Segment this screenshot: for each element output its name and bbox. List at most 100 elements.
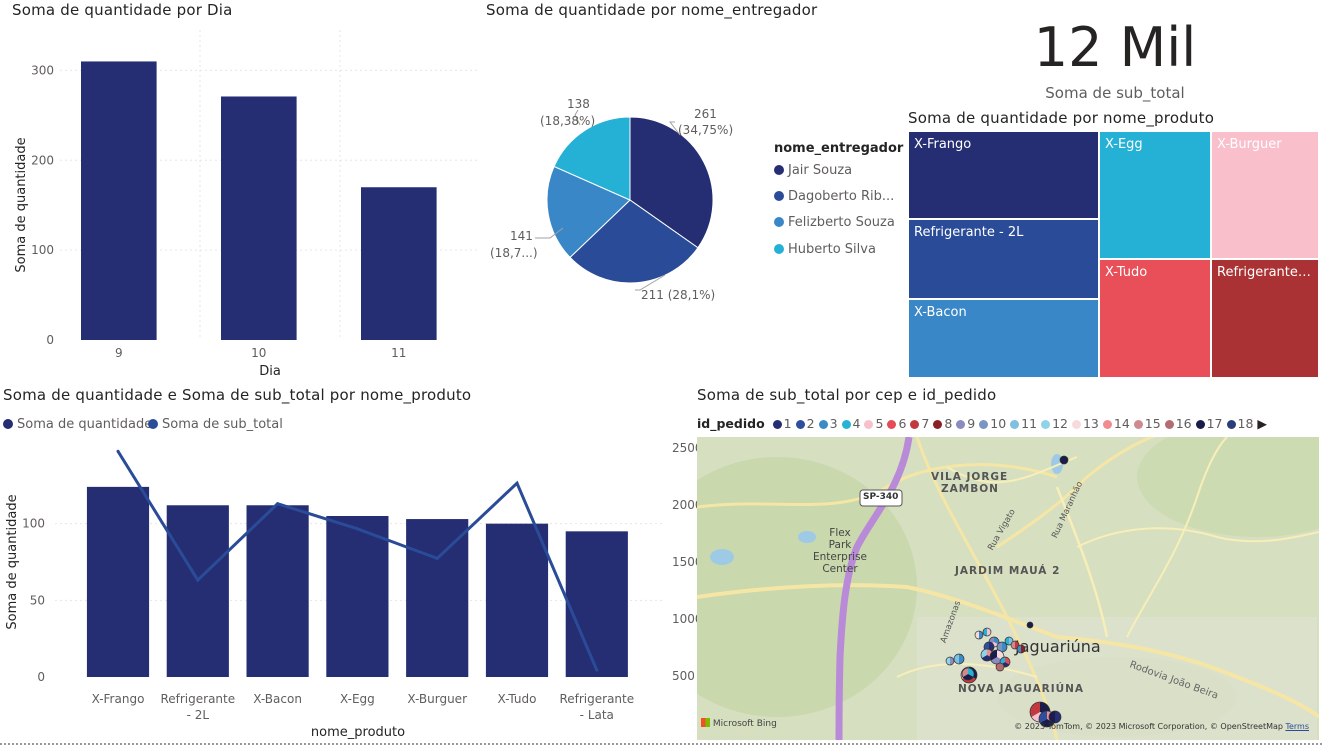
map-legend-item[interactable]: 9 [956, 416, 975, 431]
map-legend-item[interactable]: 18 [1226, 416, 1254, 431]
map-bubble[interactable] [995, 662, 1005, 672]
map-legend-item[interactable]: 7 [910, 416, 929, 431]
pie-slice[interactable] [629, 116, 714, 249]
pie-slice[interactable] [546, 165, 631, 259]
pie-slice[interactable] [553, 116, 631, 201]
map-legend-item[interactable]: 3 [818, 416, 838, 431]
combo-xtick: X-Frango [92, 692, 145, 706]
map-bubble[interactable] [974, 630, 984, 640]
pie-legend-item-dagoberto[interactable]: Dagoberto Rib... [774, 189, 894, 204]
combo-xtick: Refrigerante [160, 692, 235, 706]
pie-label-jair-value: 261 [694, 107, 717, 121]
map-legend-label: 10 [990, 416, 1007, 431]
map-bubble-outline [953, 653, 965, 665]
map-legend-label: 18 [1237, 416, 1254, 431]
combo-legend-subtotal[interactable]: Soma de sub_total [148, 417, 283, 432]
map-bubble-outline [1010, 640, 1020, 650]
combo-line-point[interactable] [595, 668, 599, 672]
treemap-cell-refrigerante-2l[interactable]: Refrigerante - 2L [908, 219, 1099, 299]
map-legend-item[interactable]: 12 [1041, 416, 1068, 431]
map-legend-item[interactable]: 16 [1164, 416, 1192, 431]
map-legend-item[interactable]: 5 [864, 416, 883, 431]
map-legend-item[interactable]: 14 [1102, 416, 1130, 431]
map-legend-item[interactable]: 2 [795, 416, 815, 431]
combo-bar[interactable] [246, 505, 309, 677]
combo-bar[interactable] [86, 486, 150, 677]
map-legend-item[interactable]: 6 [887, 416, 906, 431]
treemap-cell-x-frango[interactable]: X-Frango [908, 131, 1099, 219]
map-legend-item[interactable]: 15 [1133, 416, 1161, 431]
map-bubble-slice [950, 657, 954, 665]
pie-legend-item-felizberto[interactable]: Felizberto Souza [774, 215, 895, 230]
map-terms-link[interactable]: Terms [1285, 722, 1309, 731]
map-legend-label: 4 [852, 416, 861, 431]
map-canvas[interactable]: SP-340 VILA JORGE ZAMBON Flex Park Enter… [697, 437, 1319, 740]
bar-chart-bar[interactable] [361, 187, 437, 340]
map-label-flex-2: Park [828, 539, 852, 551]
legend-dot-icon [818, 420, 828, 429]
map-bubble-slice [979, 631, 983, 639]
combo-bar[interactable] [406, 519, 469, 677]
combo-xtick: X-Tudo [498, 692, 537, 706]
map-bubble[interactable] [961, 667, 975, 681]
combo-line-point[interactable] [515, 481, 519, 485]
legend-next-arrow-icon[interactable]: ▶ [1257, 416, 1268, 431]
pie-chart-title: Soma de quantidade por nome_entregador [486, 1, 818, 19]
map-legend-label: 11 [1021, 416, 1038, 431]
map-legend-item[interactable]: 8 [933, 416, 952, 431]
pie-label-jair-pct: (34,75%) [678, 123, 733, 137]
map-bubble[interactable] [953, 653, 965, 665]
combo-bar[interactable] [326, 516, 389, 677]
map-bubble[interactable] [1016, 644, 1026, 654]
combo-line-point[interactable] [116, 449, 120, 453]
legend-dot-icon [979, 420, 989, 429]
map-bubble[interactable] [1048, 710, 1062, 724]
combo-line-point[interactable] [355, 527, 359, 531]
pie-legend-item-huberto[interactable]: Huberto Silva [774, 242, 876, 257]
page-bottom-divider [0, 743, 1322, 745]
bar-chart-bar[interactable] [221, 96, 297, 340]
bar-chart-ytick: 0 [46, 333, 54, 347]
map-legend-item[interactable]: 13 [1071, 416, 1099, 431]
map-label-vila-1: VILA JORGE [931, 471, 1009, 483]
map-bubble-slice [987, 628, 991, 636]
map-bubble[interactable] [1026, 621, 1034, 629]
combo-chart-title: Soma de quantidade e Soma de sub_total p… [3, 386, 472, 404]
map-bubble-slice [997, 642, 1002, 652]
bar-chart-ytick: 300 [31, 63, 54, 77]
pie-legend-label: Huberto Silva [788, 242, 876, 257]
map-bubble[interactable] [996, 641, 1008, 653]
pie-legend-item-jair[interactable]: Jair Souza [774, 163, 852, 178]
map-bubble-outline [945, 656, 955, 666]
combo-bar[interactable] [565, 531, 628, 677]
map-legend-item[interactable]: 17 [1195, 416, 1223, 431]
bar-chart-ytick: 100 [31, 243, 54, 257]
map-bubble[interactable] [945, 656, 955, 666]
map-legend-item[interactable]: 11 [1010, 416, 1037, 431]
combo-bar[interactable] [485, 523, 549, 677]
bar-chart-bar[interactable] [81, 61, 157, 340]
combo-xtick: X-Burguer [407, 692, 467, 706]
treemap-cell-x-burguer[interactable]: X-Burguer [1211, 131, 1319, 259]
map-legend-title: id_pedido [697, 416, 765, 431]
treemap-cell-x-tudo[interactable]: X-Tudo [1099, 259, 1211, 378]
treemap-cell-x-egg[interactable]: X-Egg [1099, 131, 1211, 259]
combo-line-point[interactable] [435, 556, 439, 560]
map-legend-item[interactable]: 10 [979, 416, 1006, 431]
map-bubble-slice [983, 628, 987, 636]
combo-bar[interactable] [166, 505, 229, 677]
combo-line-point[interactable] [196, 578, 200, 582]
treemap-cell-refrigerante-lata[interactable]: Refrigerante -... [1211, 259, 1319, 378]
treemap-cell-x-bacon[interactable]: X-Bacon [908, 299, 1099, 378]
map-bubble[interactable] [999, 656, 1011, 668]
combo-legend-quantidade[interactable]: Soma de quantidade [3, 417, 152, 432]
legend-dot-icon [841, 420, 851, 429]
pie-label-dagoberto: 211 (28,1%) [641, 288, 715, 302]
combo-line-point[interactable] [276, 502, 280, 506]
map-legend-item[interactable]: 4 [841, 416, 861, 431]
pie-slice[interactable] [569, 199, 699, 284]
map-bubble[interactable] [1059, 455, 1069, 465]
map-label-vila-2: ZAMBON [941, 483, 999, 495]
map-bubble[interactable] [982, 627, 992, 637]
map-legend-item[interactable]: 1 [772, 416, 792, 431]
